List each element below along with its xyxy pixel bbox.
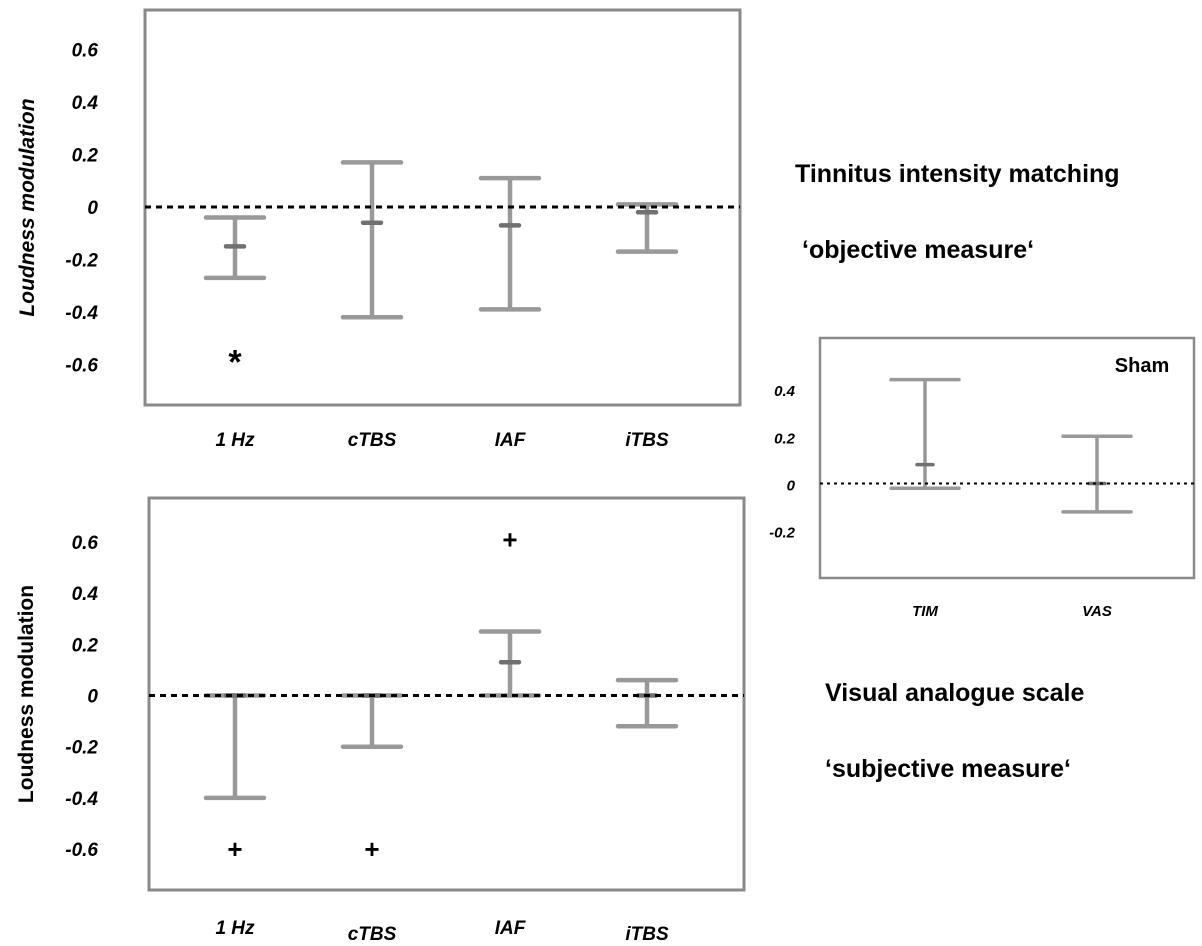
bottom-significance-marker: + <box>227 834 242 864</box>
bottom-xtick-label: cTBS <box>348 924 397 945</box>
top-ytick-label: 0.4 <box>72 93 99 114</box>
tim-subtitle: ‘objective measure‘ <box>802 236 1034 264</box>
bottom-ytick-label: -0.6 <box>65 840 98 861</box>
tim-title: Tinnitus intensity matching <box>795 160 1120 188</box>
top-ytick-label: 0.2 <box>72 146 99 167</box>
bottom-xtick-label: iTBS <box>625 924 669 945</box>
bottom-ytick-label: 0.4 <box>72 584 99 605</box>
bottom-ytick-label: 0 <box>87 687 98 708</box>
sham-inset-panel: 0.4 0.2 0 -0.2 TIM VAS Sham <box>769 336 1196 620</box>
bottom-significance-marker: + <box>502 524 517 554</box>
top-ytick-label: -0.4 <box>65 303 98 324</box>
top-significance-marker: * <box>228 343 242 381</box>
bottom-y-axis-label: Loudness modulation <box>15 585 38 803</box>
vas-subtitle: ‘subjective measure‘ <box>825 755 1071 783</box>
bottom-xtick-label: IAF <box>495 918 527 939</box>
bottom-ytick-label: -0.4 <box>65 789 98 810</box>
top-ytick-label: -0.2 <box>65 251 98 272</box>
bottom-ytick-label: 0.6 <box>72 533 99 554</box>
top-ytick-label: -0.6 <box>65 356 98 377</box>
inset-ytick-label: 0.4 <box>774 383 796 400</box>
inset-title: Sham <box>1115 355 1169 377</box>
top-xtick-label: IAF <box>495 430 527 451</box>
vas-title: Visual analogue scale <box>825 679 1084 707</box>
inset-plot-frame <box>818 336 1196 580</box>
bottom-panel: 0.6 0.4 0.2 0 -0.2 -0.4 -0.6 1 Hz cTBS IAF iTBS Lou… <box>15 496 746 945</box>
bottom-ytick-label: 0.2 <box>72 635 99 656</box>
inset-xtick-label: TIM <box>912 603 938 620</box>
inset-ytick-label: 0 <box>787 478 796 495</box>
top-panel: 0.6 0.4 0.2 0 -0.2 -0.4 -0.6 1 Hz cTBS IAF iTBS Lou… <box>16 8 742 451</box>
bottom-ytick-label: -0.2 <box>65 738 98 759</box>
bottom-significance-marker: + <box>364 834 379 864</box>
bottom-xtick-label: 1 Hz <box>215 918 255 939</box>
top-xtick-label: cTBS <box>348 430 397 451</box>
top-ytick-label: 0 <box>87 198 98 219</box>
top-xtick-label: iTBS <box>625 430 669 451</box>
top-xtick-label: 1 Hz <box>215 430 255 451</box>
inset-ytick-label: 0.2 <box>774 430 796 447</box>
top-ytick-label: 0.6 <box>72 41 99 62</box>
top-y-axis-label: Loudness modulation <box>16 98 39 316</box>
inset-xtick-label: VAS <box>1082 603 1112 620</box>
inset-ytick-label: -0.2 <box>769 525 796 542</box>
